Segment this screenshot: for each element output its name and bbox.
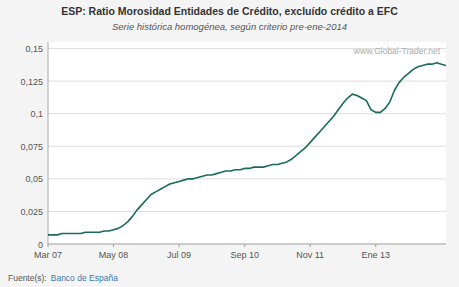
x-tick-label: Nov 11 — [296, 250, 324, 260]
grid-line — [48, 81, 446, 82]
footer-link: Banco de España — [51, 273, 118, 283]
grid-line — [48, 211, 446, 212]
plot-area — [48, 42, 446, 244]
grid-line — [48, 244, 446, 245]
grid-line — [48, 146, 446, 147]
line — [48, 63, 446, 235]
y-tick-label: 0,075 — [20, 142, 43, 152]
y-tick-label: 0,15 — [25, 44, 43, 54]
y-tick-label: 0,025 — [20, 207, 43, 217]
x-tick-label: Sep 10 — [230, 250, 259, 260]
background — [0, 0, 459, 287]
x-axis-line — [48, 244, 446, 245]
chart: ESP: Ratio Morosidad Entidades de Crédit… — [0, 0, 459, 287]
footer-label: Fuente(s): — [8, 273, 47, 283]
x-tick-label: May 08 — [99, 250, 129, 260]
x-tick-label: Jul 09 — [167, 250, 191, 260]
title: ESP: Ratio Morosidad Entidades de Crédit… — [61, 5, 398, 17]
y-tick-label: 0,1 — [30, 109, 43, 119]
watermark: www.Global-Trader.net — [353, 46, 441, 56]
y-tick-label: 0 — [38, 240, 43, 250]
x-tick-label: Ene 13 — [361, 250, 390, 260]
plot-group — [48, 63, 446, 235]
grid-line — [48, 113, 446, 114]
grid-line — [48, 178, 446, 179]
y-axis-line — [48, 42, 49, 244]
y-tick-label: 0,125 — [20, 77, 43, 87]
y-tick-label: 0,05 — [25, 174, 43, 184]
subtitle: Serie histórica homogénea, según criteri… — [112, 21, 347, 32]
x-tick-label: Mar 07 — [34, 250, 62, 260]
